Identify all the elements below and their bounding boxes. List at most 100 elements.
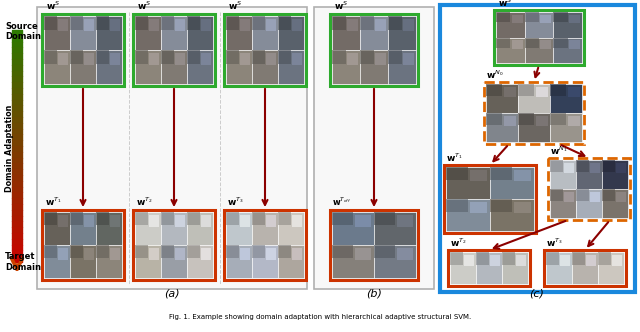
FancyBboxPatch shape	[444, 165, 536, 233]
Bar	[446, 199, 490, 231]
Bar	[490, 199, 534, 231]
Bar	[187, 50, 200, 64]
Bar	[44, 50, 57, 64]
Bar	[252, 212, 265, 225]
Bar	[376, 53, 386, 65]
Bar	[226, 50, 252, 84]
Bar	[564, 163, 574, 173]
Bar	[446, 167, 468, 180]
Bar	[616, 192, 626, 202]
Bar	[602, 160, 628, 189]
Bar	[135, 245, 161, 278]
Bar	[44, 245, 70, 278]
FancyBboxPatch shape	[330, 14, 418, 86]
Text: (b): (b)	[366, 288, 382, 298]
FancyBboxPatch shape	[133, 14, 215, 86]
Bar	[564, 192, 574, 202]
Bar	[278, 16, 304, 50]
Bar	[540, 15, 551, 24]
Bar	[70, 212, 83, 225]
Bar	[502, 252, 515, 265]
Bar	[44, 245, 57, 258]
Bar	[464, 255, 474, 266]
FancyBboxPatch shape	[544, 250, 626, 286]
Bar	[58, 53, 68, 65]
Bar	[278, 245, 304, 278]
Bar	[226, 16, 252, 50]
Bar	[332, 212, 374, 245]
Bar	[550, 84, 566, 96]
Text: $\mathbf{w}^{T_{off}}$: $\mathbf{w}^{T_{off}}$	[332, 196, 351, 208]
Bar	[175, 215, 185, 227]
Bar	[96, 50, 109, 64]
Bar	[175, 19, 185, 31]
Bar	[187, 212, 200, 225]
Bar	[569, 15, 580, 24]
Text: Target
Domain: Target Domain	[5, 252, 41, 272]
Bar	[266, 19, 276, 31]
Bar	[490, 167, 512, 180]
Text: $\mathbf{w}^{T_1}$: $\mathbf{w}^{T_1}$	[446, 152, 463, 164]
Bar	[504, 116, 516, 126]
Bar	[149, 248, 159, 260]
Bar	[403, 19, 414, 31]
Bar	[476, 252, 502, 284]
Bar	[161, 212, 174, 225]
Bar	[110, 19, 120, 31]
Bar	[187, 245, 200, 258]
Bar	[496, 38, 510, 48]
Bar	[332, 212, 353, 225]
Text: $\mathbf{w}^S$: $\mathbf{w}^S$	[334, 0, 348, 12]
Bar	[388, 16, 402, 30]
Bar	[388, 50, 402, 64]
Text: $\mathbf{w}^S$: $\mathbf{w}^S$	[228, 0, 243, 12]
Bar	[576, 189, 589, 201]
Bar	[496, 12, 525, 38]
Bar	[550, 189, 563, 201]
Bar	[135, 212, 161, 245]
Bar	[576, 160, 589, 172]
Bar	[360, 16, 388, 50]
Bar	[252, 245, 278, 278]
Bar	[226, 212, 252, 245]
Bar	[70, 16, 83, 30]
Bar	[175, 53, 185, 65]
Bar	[616, 163, 626, 173]
Bar	[550, 189, 576, 218]
Bar	[278, 50, 291, 64]
Bar	[240, 53, 250, 65]
Bar	[536, 116, 548, 126]
FancyBboxPatch shape	[42, 210, 124, 280]
Bar	[397, 248, 413, 260]
Bar	[360, 50, 374, 64]
Bar	[226, 212, 239, 225]
Bar	[518, 113, 534, 124]
FancyBboxPatch shape	[330, 210, 418, 280]
FancyBboxPatch shape	[133, 210, 215, 280]
Bar	[348, 19, 358, 31]
FancyBboxPatch shape	[314, 7, 434, 289]
Bar	[576, 160, 602, 189]
Bar	[187, 16, 213, 50]
Bar	[518, 84, 534, 96]
Bar	[135, 50, 161, 84]
Text: Fig. 1. Example showing domain adaptation with hierarchical adaptive structural : Fig. 1. Example showing domain adaptatio…	[169, 314, 471, 320]
Bar	[397, 215, 413, 227]
Bar	[292, 53, 302, 65]
Bar	[332, 50, 360, 84]
Bar	[388, 50, 416, 84]
Bar	[135, 212, 148, 225]
FancyBboxPatch shape	[448, 250, 530, 286]
Bar	[161, 245, 174, 258]
Bar	[576, 189, 602, 218]
Bar	[550, 113, 566, 124]
Text: (c): (c)	[529, 288, 545, 298]
FancyBboxPatch shape	[224, 14, 306, 86]
Text: $\mathbf{w}^{N_1}$: $\mathbf{w}^{N_1}$	[550, 145, 568, 157]
Bar	[110, 215, 120, 227]
Bar	[44, 16, 57, 30]
Bar	[84, 53, 94, 65]
Bar	[374, 212, 395, 225]
Bar	[348, 53, 358, 65]
Bar	[202, 19, 211, 31]
